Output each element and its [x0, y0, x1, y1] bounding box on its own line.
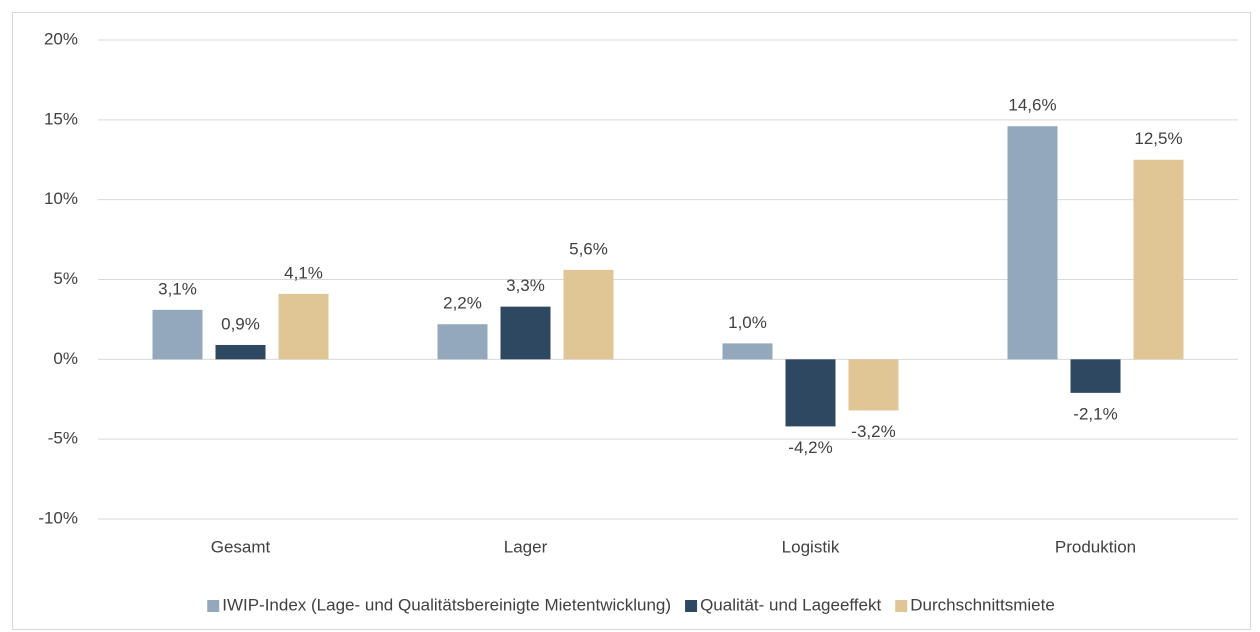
data-label: 1,0% — [728, 313, 767, 332]
bar — [848, 359, 899, 411]
bar — [722, 343, 773, 360]
legend-label: IWIP-Index (Lage- und Qualitätsbereinigt… — [222, 595, 671, 614]
legend: IWIP-Index (Lage- und Qualitätsbereinigt… — [207, 595, 1055, 614]
x-tick-label: Lager — [504, 537, 548, 556]
bar — [500, 306, 551, 360]
data-label: 5,6% — [569, 239, 608, 258]
x-tick-label: Logistik — [782, 537, 840, 556]
x-tick-label: Gesamt — [211, 537, 271, 556]
y-tick-label: 15% — [44, 109, 78, 128]
data-label: 4,1% — [284, 263, 323, 282]
bar — [1007, 126, 1058, 360]
bar — [437, 324, 488, 360]
legend-swatch — [685, 600, 698, 612]
data-label: 12,5% — [1134, 129, 1182, 148]
bar — [1133, 159, 1184, 360]
y-tick-label: -5% — [48, 429, 78, 448]
legend-swatch — [207, 600, 220, 612]
legend-label: Qualität- und Lageeffekt — [700, 595, 881, 614]
data-label: 3,1% — [158, 279, 197, 298]
x-tick-label: Produktion — [1055, 537, 1136, 556]
data-label: -3,2% — [851, 422, 895, 441]
bar — [563, 269, 614, 360]
bar — [785, 359, 836, 427]
data-label: 14,6% — [1008, 96, 1056, 115]
data-label: 0,9% — [221, 314, 260, 333]
bar — [215, 344, 266, 360]
y-tick-label: 5% — [53, 269, 78, 288]
legend-swatch — [895, 600, 908, 612]
bar — [278, 293, 329, 360]
bar — [152, 309, 203, 360]
data-label: -2,1% — [1073, 404, 1117, 423]
chart-border — [12, 12, 1251, 630]
legend-label: Durchschnittsmiete — [910, 595, 1055, 614]
y-tick-label: 0% — [53, 349, 78, 368]
y-tick-label: 10% — [44, 189, 78, 208]
data-label: -4,2% — [788, 438, 832, 457]
y-tick-label: 20% — [44, 29, 78, 48]
bar — [1070, 359, 1121, 393]
data-label: 3,3% — [506, 276, 545, 295]
data-label: 2,2% — [443, 294, 482, 313]
y-tick-label: -10% — [38, 508, 78, 527]
